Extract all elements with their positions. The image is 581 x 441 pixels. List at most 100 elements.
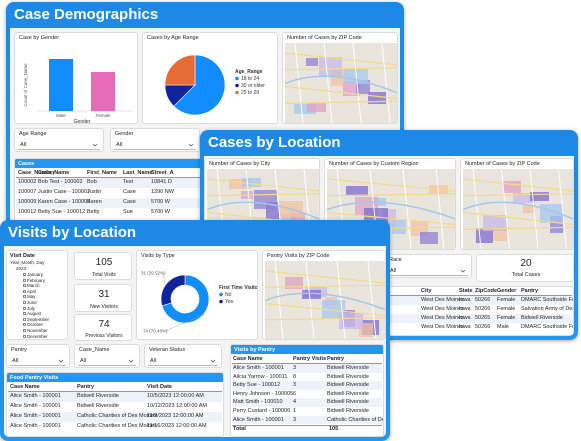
map-road <box>284 67 397 71</box>
map-road <box>305 260 315 339</box>
table-cell: 100012 <box>18 209 37 215</box>
slicer-value: All <box>20 142 27 148</box>
checkbox <box>23 306 26 310</box>
column-header: Visit Date <box>147 384 172 390</box>
row-band <box>16 178 202 188</box>
card-label: New Visitors <box>90 304 118 310</box>
table-cell: Salvation Army of Des Moines <box>521 306 573 312</box>
map-road <box>352 42 362 123</box>
map-road <box>264 302 385 317</box>
visual-title: Case by Gender <box>19 35 60 41</box>
column-header: Pantry <box>327 356 345 362</box>
visual-title: Number of Cases by City <box>209 161 271 167</box>
map-road <box>326 211 455 226</box>
map-road <box>264 317 385 321</box>
checkbox <box>23 273 26 276</box>
panel-body: Case by Gender Count of Case_Name Male Fema… <box>10 28 400 226</box>
checkbox <box>23 301 26 304</box>
visual-canvas: 74 (70.48%) 31 (29.52%) First Time Visitor… <box>141 271 257 334</box>
slicer: Race All <box>384 254 472 278</box>
table-cell: Catholic Charities of Des Moi <box>327 416 383 423</box>
checkbox <box>23 329 26 332</box>
tree-node: November <box>27 328 48 333</box>
table-cell: Alice Smith - 100001 <box>10 423 61 429</box>
column-header: Pantry <box>521 288 539 294</box>
table-cell: 6 <box>293 390 297 397</box>
map-road <box>402 168 412 249</box>
card: 20 Total Cases <box>476 254 574 282</box>
demographics-panel: Case Demographics Case by Gender Count of … <box>6 2 404 230</box>
slicer-value: All <box>390 268 397 274</box>
table-cell: 5700 W <box>151 199 170 205</box>
table-cell: 11/16/2023 12:00:00 AM <box>147 423 207 429</box>
slicer-hierarchy: Year, Month, Day <box>10 260 45 265</box>
column-header: City <box>421 288 432 294</box>
card: 31 New Visitors <box>74 284 132 312</box>
panel-body: Visit Date Year, Month, Day 2023 January Feb… <box>4 246 386 437</box>
card-value: 74 <box>98 319 110 330</box>
slicer-value: All <box>150 358 157 364</box>
tree-node: January <box>27 272 44 277</box>
table-cell: Bidwell Riverside <box>77 393 119 399</box>
chevron <box>92 143 98 147</box>
chevron <box>460 269 466 273</box>
visual-canvas <box>264 260 385 339</box>
map-road <box>462 226 573 230</box>
data-label: 74 (70.48%) <box>143 329 168 334</box>
visual-title: Number of Cases by Custom Region <box>329 161 419 167</box>
table-title: Cases <box>18 160 35 167</box>
slicer: Veteran Status All <box>144 344 222 368</box>
visits-panel: Visits by Location Visit Date Year, Month,… <box>0 220 390 441</box>
table-cell: Bidwell Riverside <box>521 315 563 321</box>
map-river <box>326 201 455 220</box>
map-region <box>513 193 535 203</box>
visual-canvas <box>284 42 397 123</box>
table-title-bar: Food Pantry Visits <box>7 373 223 382</box>
map-river <box>264 292 385 311</box>
visual-title: Cases by Age Range <box>147 35 199 41</box>
table-cell: Case <box>123 189 136 195</box>
table-cell: Bob <box>87 179 97 185</box>
checkbox <box>23 312 26 316</box>
map-region <box>523 205 535 213</box>
slicer-label: Gender <box>115 131 134 137</box>
row-band <box>8 412 222 422</box>
table-cell: Henry Johnson - 100005 <box>233 390 294 397</box>
header-rule <box>390 295 572 296</box>
card-label: Previous Visitors <box>85 333 123 339</box>
map-road <box>501 168 510 249</box>
map-road <box>284 52 397 66</box>
table-cell: Female <box>497 306 516 312</box>
table-cell: 50266 <box>475 297 491 303</box>
legend-label: 30 or older <box>241 83 265 89</box>
bar <box>49 59 73 111</box>
table-cell: Iowa <box>459 297 471 303</box>
column-header: Gender <box>497 288 517 294</box>
map-road <box>284 85 397 100</box>
table-cell: Sue <box>123 209 133 215</box>
table-cell: Bidwell Riverside <box>327 373 369 380</box>
table-cell: Bidwell Riverside <box>327 399 369 406</box>
visual-title: Pantry Visits by ZIP Code <box>267 253 330 259</box>
card-value: 20 <box>520 258 532 269</box>
slicer: Pantry All <box>6 344 70 368</box>
column-header: Pantry Visits <box>293 356 327 362</box>
map-region <box>339 313 363 329</box>
slice <box>173 54 226 116</box>
row-band <box>8 392 222 402</box>
slice <box>161 274 210 324</box>
table-cell: 100002 <box>18 179 37 185</box>
tree-node: 2023 <box>16 266 27 271</box>
row-band <box>232 398 382 407</box>
chevron <box>210 359 216 363</box>
slicer-label: Race <box>389 257 402 263</box>
table-cell: Iowa <box>459 306 471 312</box>
card: 105 Total Visits <box>74 252 132 280</box>
card-label: Total Cases <box>511 272 541 278</box>
total-cell: Total <box>233 426 246 433</box>
map-road <box>264 284 385 288</box>
column-header: Last_Name <box>123 170 153 176</box>
table-cell: Test <box>123 179 134 185</box>
map-road <box>435 168 445 249</box>
